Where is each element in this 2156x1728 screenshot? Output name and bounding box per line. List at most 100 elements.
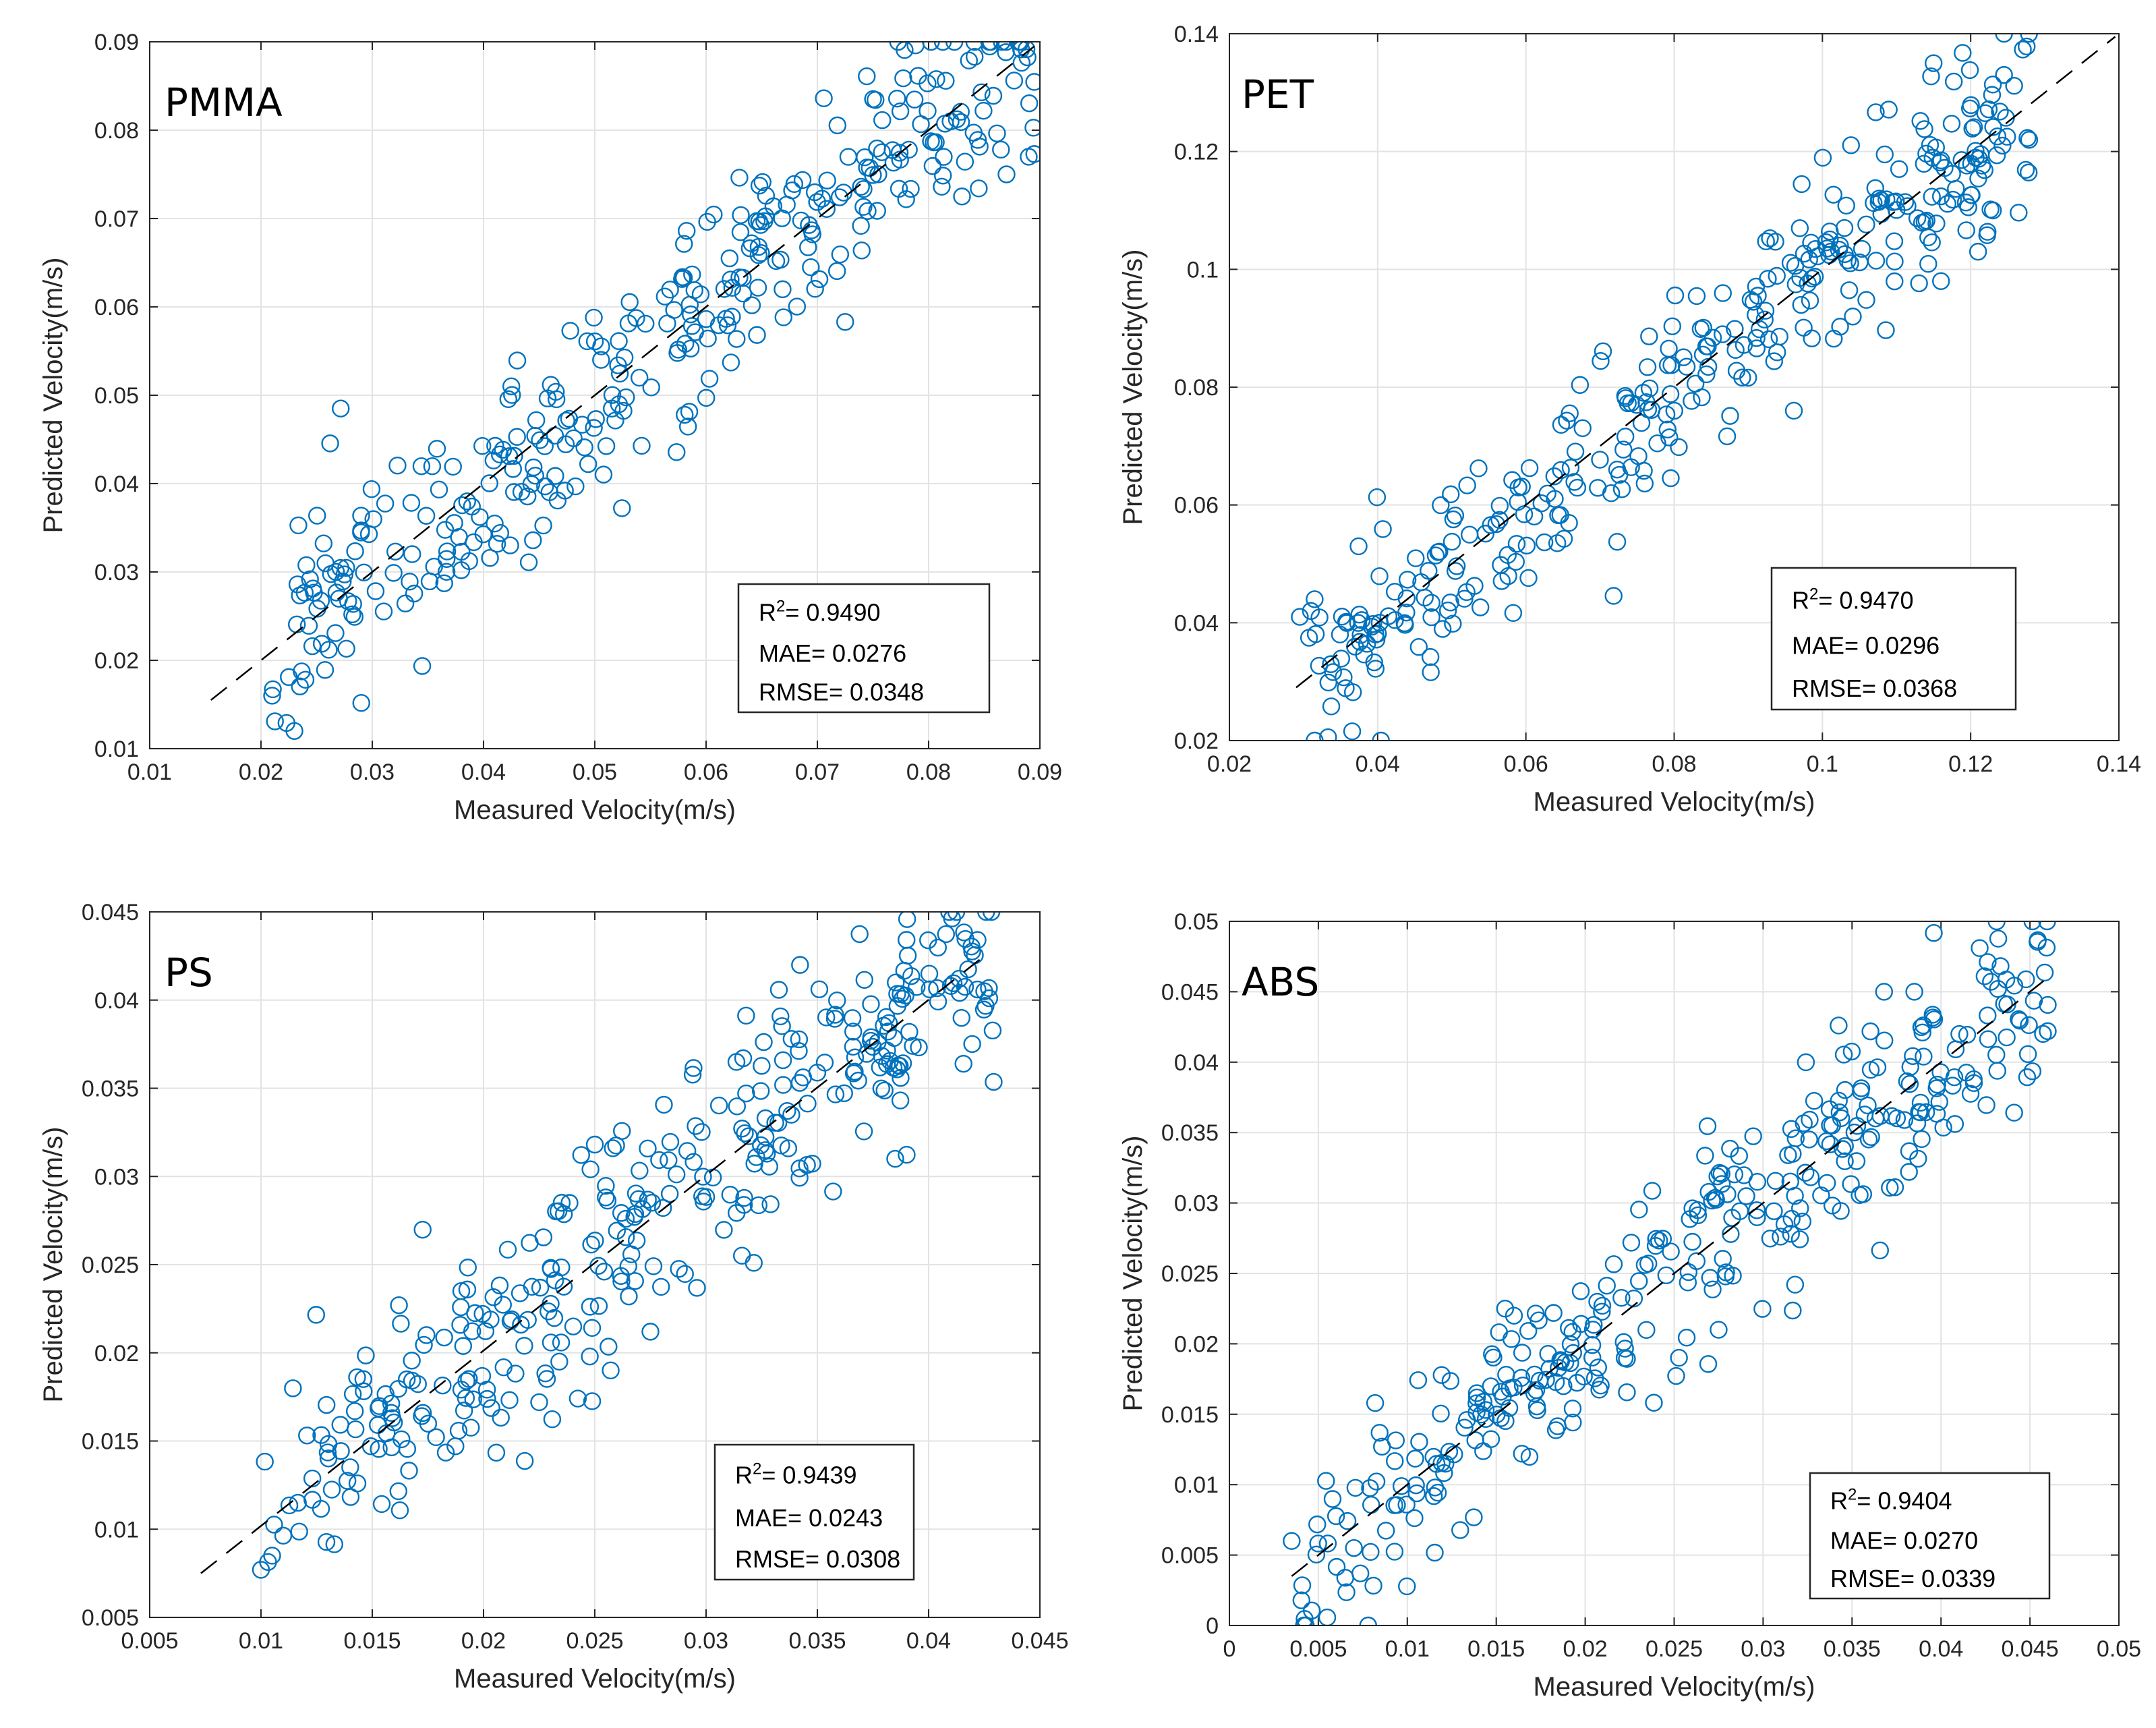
data-point — [499, 390, 517, 409]
data-point — [997, 42, 1016, 51]
data-point — [1833, 1140, 1852, 1158]
data-point — [352, 694, 370, 712]
y-tick-label: 0.015 — [82, 1429, 139, 1455]
data-point — [1487, 515, 1506, 534]
data-point — [1875, 1031, 1894, 1049]
data-point — [603, 399, 621, 417]
data-point — [403, 1352, 421, 1370]
data-point — [1923, 233, 1941, 252]
data-point — [1803, 329, 1821, 347]
data-point — [318, 1443, 337, 1462]
data-point — [1831, 236, 1849, 255]
data-point — [1646, 1237, 1665, 1255]
data-point — [831, 246, 850, 264]
data-point — [452, 1282, 471, 1300]
data-point — [1430, 542, 1449, 560]
data-point — [482, 1399, 500, 1417]
data-point — [530, 1393, 548, 1412]
data-point — [1010, 42, 1028, 51]
data-point — [1507, 535, 1526, 553]
data-point — [630, 368, 649, 387]
data-point — [1988, 1062, 2006, 1080]
data-point — [641, 1323, 660, 1341]
data-point — [1333, 608, 1351, 626]
data-point — [936, 115, 954, 133]
data-point — [2005, 1103, 2023, 1122]
data-point — [1565, 473, 1583, 491]
data-point — [1494, 1387, 1512, 1406]
data-point — [1872, 191, 1890, 210]
data-point — [527, 411, 546, 430]
data-point — [974, 101, 993, 120]
data-point — [1797, 1163, 1815, 1182]
data-point — [1618, 1383, 1636, 1402]
data-point — [1979, 953, 1997, 971]
data-point — [1712, 1165, 1730, 1183]
data-point — [1721, 1139, 1739, 1158]
data-point — [1962, 185, 1981, 204]
y-axis-label: Predicted Velocity(m/s) — [1118, 1135, 1148, 1411]
data-point — [455, 1402, 473, 1420]
data-point — [1824, 185, 1842, 204]
data-point — [650, 1151, 668, 1170]
data-point — [771, 1007, 790, 1026]
data-point — [745, 1155, 763, 1173]
data-point — [2019, 163, 2038, 181]
data-point — [557, 411, 575, 430]
data-point — [490, 1276, 509, 1295]
data-point — [620, 293, 639, 312]
data-point — [1291, 608, 1309, 626]
data-point — [1995, 65, 2013, 84]
data-point — [572, 1146, 590, 1164]
data-point — [536, 1364, 554, 1383]
data-point — [1622, 1234, 1641, 1252]
data-point — [1923, 188, 1941, 206]
y-tick-label: 0.08 — [1174, 375, 1219, 401]
data-point — [1366, 1393, 1385, 1412]
data-point — [1442, 485, 1460, 504]
data-point — [1834, 1045, 1853, 1064]
data-point — [1295, 1616, 1313, 1625]
data-point — [1572, 1315, 1590, 1333]
data-point — [1588, 1292, 1606, 1311]
data-point — [864, 90, 882, 109]
data-point — [298, 1427, 316, 1445]
data-point — [583, 1319, 602, 1337]
y-tick-label: 0.09 — [94, 30, 139, 55]
data-point — [1919, 255, 1938, 273]
data-point — [1961, 1085, 1980, 1103]
data-point — [1747, 1201, 1766, 1219]
data-point — [774, 280, 792, 299]
x-tick-label: 0.08 — [1652, 751, 1696, 777]
data-point — [430, 480, 448, 499]
data-point — [1627, 396, 1646, 414]
data-point — [597, 437, 616, 455]
data-point — [794, 1068, 813, 1087]
data-point — [1911, 1093, 1930, 1112]
data-point — [1900, 1074, 1919, 1093]
x-tick-label: 0.035 — [788, 1628, 846, 1654]
data-point — [1630, 1272, 1648, 1290]
data-point — [1963, 119, 1981, 138]
data-point — [491, 524, 510, 542]
data-point — [263, 687, 281, 705]
data-point — [1546, 490, 1564, 508]
data-point — [1801, 1168, 1820, 1186]
data-point — [540, 1302, 558, 1321]
data-point — [868, 202, 886, 220]
data-point — [755, 1033, 773, 1052]
data-point — [697, 388, 716, 407]
data-point — [735, 1188, 753, 1207]
axis-box — [149, 41, 1041, 749]
data-point — [504, 460, 522, 478]
data-point — [1910, 1103, 1928, 1121]
data-point — [1540, 1360, 1558, 1378]
data-point — [680, 295, 699, 314]
data-point — [1836, 245, 1854, 263]
data-point — [767, 252, 786, 270]
data-point — [905, 90, 924, 109]
data-point — [1504, 604, 1523, 623]
data-point — [1571, 376, 1590, 394]
data-point — [782, 1105, 800, 1124]
